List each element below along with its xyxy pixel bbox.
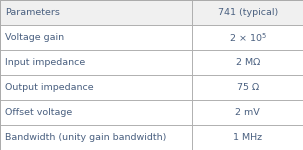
Bar	[0, 100, 192, 125]
Bar	[0, 0, 192, 25]
Text: 75 Ω: 75 Ω	[237, 83, 259, 92]
Text: Input impedance: Input impedance	[5, 58, 86, 67]
Bar	[192, 75, 303, 100]
Text: 2 mV: 2 mV	[235, 108, 260, 117]
Bar	[192, 0, 303, 25]
Bar	[0, 75, 192, 100]
Bar	[192, 100, 303, 125]
Text: Offset voltage: Offset voltage	[5, 108, 73, 117]
Bar	[192, 50, 303, 75]
Bar	[192, 125, 303, 150]
Text: 741 (typical): 741 (typical)	[218, 8, 278, 17]
Text: Bandwidth (unity gain bandwidth): Bandwidth (unity gain bandwidth)	[5, 133, 167, 142]
Text: Output impedance: Output impedance	[5, 83, 94, 92]
Bar	[0, 25, 192, 50]
Bar	[0, 125, 192, 150]
Bar	[192, 25, 303, 50]
Text: 2 × 10$^{5}$: 2 × 10$^{5}$	[229, 31, 267, 44]
Text: 2 MΩ: 2 MΩ	[235, 58, 260, 67]
Text: Voltage gain: Voltage gain	[5, 33, 65, 42]
Text: 1 MHz: 1 MHz	[233, 133, 262, 142]
Text: Parameters: Parameters	[5, 8, 60, 17]
Bar	[0, 50, 192, 75]
